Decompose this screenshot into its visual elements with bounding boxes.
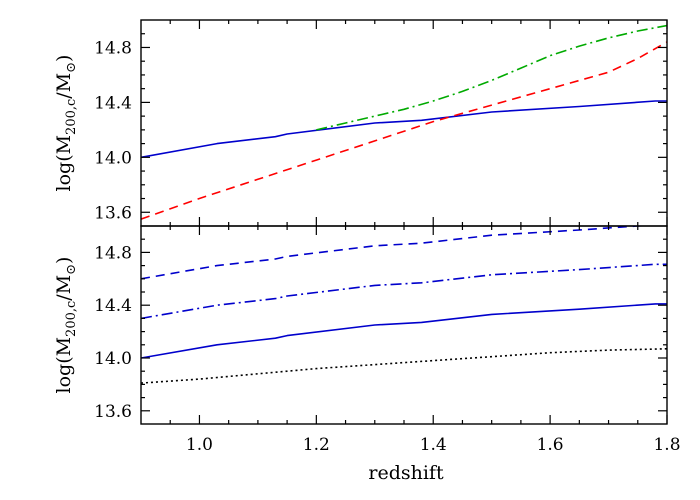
y-tick-label: 14.8 xyxy=(94,243,132,263)
series-dashdot-top-2 xyxy=(316,24,667,131)
x-tick-label: 1.2 xyxy=(303,435,330,455)
panels-group: 13.6 14.0 14.4 14.8 log(M200,c/M⊙) 13.6 14.0 14… xyxy=(53,19,681,455)
x-tick-label: 1.0 xyxy=(186,435,213,455)
y-tick-label: 14.0 xyxy=(94,148,132,168)
panel-top: 13.6 14.0 14.4 14.8 log(M200,c/M⊙) xyxy=(53,19,668,227)
y-tick-label: 14.0 xyxy=(94,349,132,369)
x-axis-title: redshift xyxy=(368,462,444,484)
series-dashed-bottom-0 xyxy=(141,226,649,280)
y-axis-title: log(M200,c/M⊙) xyxy=(53,55,79,192)
y-tick-label: 13.6 xyxy=(94,402,132,422)
x-tick-label: 1.8 xyxy=(653,435,680,455)
y-tick-label: 13.6 xyxy=(94,203,132,223)
series-dashdot-bottom-1 xyxy=(141,263,667,320)
x-tick-label: 1.6 xyxy=(537,435,564,455)
series-group xyxy=(141,226,667,384)
y-tick-label: 14.4 xyxy=(94,93,132,113)
panel-bottom: 13.6 14.0 14.4 14.8 1.0 1.2 1.4 1.6 1.8 log(M200,… xyxy=(53,225,681,455)
plot-frame xyxy=(140,225,668,425)
y-axis-title: log(M200,c/M⊙) xyxy=(53,257,79,394)
series-solid-bottom-2 xyxy=(141,303,667,359)
plot-frame xyxy=(140,19,668,227)
series-dotted-bottom-3 xyxy=(141,348,667,384)
series-group xyxy=(141,24,667,220)
series-dashed-top-1 xyxy=(141,41,667,220)
x-tick-label: 1.4 xyxy=(420,435,447,455)
y-tick-label: 14.8 xyxy=(94,38,132,58)
series-solid-top-0 xyxy=(141,100,667,159)
y-tick-label: 14.4 xyxy=(94,296,132,316)
